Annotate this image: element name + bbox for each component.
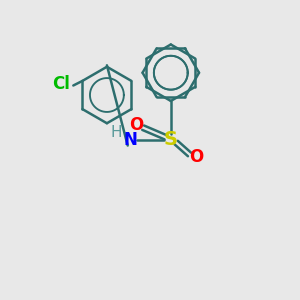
Text: Cl: Cl xyxy=(52,75,70,93)
Text: N: N xyxy=(124,130,138,148)
Text: O: O xyxy=(130,116,144,134)
Text: H: H xyxy=(110,125,122,140)
Text: S: S xyxy=(164,130,178,149)
Text: O: O xyxy=(189,148,203,166)
